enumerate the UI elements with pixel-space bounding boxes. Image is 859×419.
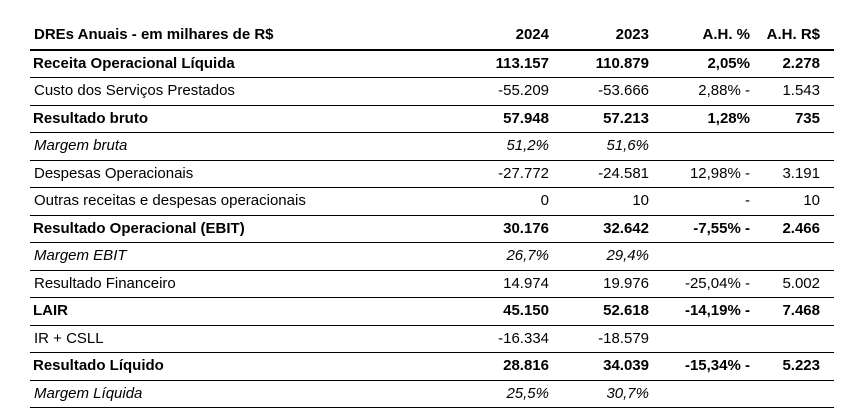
ah-pct-cell[interactable] <box>655 380 762 408</box>
value-2023-cell[interactable]: 29,4% <box>555 242 655 271</box>
row-label-cell[interactable]: Despesas Operacionais <box>30 160 435 188</box>
table-header-row: DREs Anuais - em milhares de R$ 2024 202… <box>30 22 834 51</box>
value-2023-cell[interactable]: 19.976 <box>555 270 655 298</box>
value-2023-cell[interactable]: -53.666 <box>555 77 655 106</box>
value-2023-cell[interactable]: 110.879 <box>555 49 655 78</box>
table-row-resultado-bruto: Resultado bruto 57.948 57.213 1,28% 735 <box>30 105 834 133</box>
ah-rs-cell[interactable]: 10 <box>762 187 834 216</box>
ah-pct-cell[interactable]: -7,55% - <box>655 215 762 243</box>
table-row-resultado-operacional-ebit: Resultado Operacional (EBIT) 30.176 32.6… <box>30 215 834 243</box>
ah-pct-cell[interactable]: 1,28% <box>655 105 762 133</box>
ah-pct-cell[interactable]: -14,19% - <box>655 297 762 326</box>
row-label-cell[interactable]: Margem bruta <box>30 132 435 161</box>
row-label-cell[interactable]: Resultado Financeiro <box>30 270 435 298</box>
row-label-cell[interactable]: Receita Operacional Líquida <box>30 49 435 78</box>
ah-rs-cell[interactable] <box>762 325 834 353</box>
ah-rs-cell[interactable] <box>762 380 834 408</box>
row-label-cell[interactable]: Margem EBIT <box>30 242 435 271</box>
value-2023-cell[interactable]: 10 <box>555 187 655 216</box>
row-label-cell[interactable]: Resultado bruto <box>30 105 435 133</box>
table-row-resultado-liquido: Resultado Líquido 28.816 34.039 -15,34% … <box>30 352 834 381</box>
table-row-receita-operacional-liquida: Receita Operacional Líquida 113.157 110.… <box>30 49 834 78</box>
row-label-cell[interactable]: Margem Líquida <box>30 380 435 408</box>
ah-rs-cell[interactable] <box>762 132 834 161</box>
row-label-cell[interactable]: Resultado Líquido <box>30 352 435 381</box>
table-row-despesas-operacionais: Despesas Operacionais -27.772 -24.581 12… <box>30 160 834 188</box>
ah-pct-cell[interactable]: 12,98% - <box>655 160 762 188</box>
value-2023-cell[interactable]: 57.213 <box>555 105 655 133</box>
table-row-custo-servicos: Custo dos Serviços Prestados -55.209 -53… <box>30 77 834 106</box>
ah-pct-cell[interactable] <box>655 325 762 353</box>
table-row-ir-csll: IR + CSLL -16.334 -18.579 <box>30 325 834 353</box>
ah-pct-cell[interactable]: -15,34% - <box>655 352 762 381</box>
ah-rs-cell[interactable]: 7.468 <box>762 297 834 326</box>
row-label-cell[interactable]: Outras receitas e despesas operacionais <box>30 187 435 216</box>
value-2023-cell[interactable]: 30,7% <box>555 380 655 408</box>
value-2023-cell[interactable]: -18.579 <box>555 325 655 353</box>
dre-table: DREs Anuais - em milhares de R$ 2024 202… <box>30 22 834 408</box>
value-2024-cell[interactable]: 14.974 <box>435 270 555 298</box>
ah-pct-cell[interactable] <box>655 242 762 271</box>
ah-pct-cell[interactable]: -25,04% - <box>655 270 762 298</box>
value-2024-cell[interactable]: 28.816 <box>435 352 555 381</box>
value-2024-cell[interactable]: 30.176 <box>435 215 555 243</box>
value-2024-cell[interactable]: -55.209 <box>435 77 555 106</box>
ah-rs-cell[interactable]: 2.466 <box>762 215 834 243</box>
ah-pct-cell[interactable] <box>655 132 762 161</box>
value-2024-cell[interactable]: 45.150 <box>435 297 555 326</box>
value-2024-cell[interactable]: 26,7% <box>435 242 555 271</box>
table-row-lair: LAIR 45.150 52.618 -14,19% - 7.468 <box>30 297 834 326</box>
ah-rs-cell[interactable]: 5.223 <box>762 352 834 381</box>
ah-pct-cell[interactable]: 2,05% <box>655 49 762 78</box>
table-row-resultado-financeiro: Resultado Financeiro 14.974 19.976 -25,0… <box>30 270 834 298</box>
ah-rs-cell[interactable]: 735 <box>762 105 834 133</box>
ah-rs-cell[interactable]: 2.278 <box>762 49 834 78</box>
ah-rs-cell[interactable] <box>762 242 834 271</box>
row-label-cell[interactable]: IR + CSLL <box>30 325 435 353</box>
value-2024-cell[interactable]: -27.772 <box>435 160 555 188</box>
row-label-cell[interactable]: Custo dos Serviços Prestados <box>30 77 435 106</box>
ah-rs-cell[interactable]: 1.543 <box>762 77 834 106</box>
header-2024-cell[interactable]: 2024 <box>435 22 555 51</box>
value-2023-cell[interactable]: 32.642 <box>555 215 655 243</box>
ah-pct-cell[interactable]: 2,88% - <box>655 77 762 106</box>
value-2024-cell[interactable]: 51,2% <box>435 132 555 161</box>
value-2024-cell[interactable]: -16.334 <box>435 325 555 353</box>
value-2024-cell[interactable]: 57.948 <box>435 105 555 133</box>
table-row-margem-liquida: Margem Líquida 25,5% 30,7% <box>30 380 834 408</box>
ah-rs-cell[interactable]: 3.191 <box>762 160 834 188</box>
value-2023-cell[interactable]: 51,6% <box>555 132 655 161</box>
value-2024-cell[interactable]: 0 <box>435 187 555 216</box>
table-row-margem-ebit: Margem EBIT 26,7% 29,4% <box>30 242 834 271</box>
table-row-outras-receitas-despesas: Outras receitas e despesas operacionais … <box>30 187 834 216</box>
header-ah-rs-cell[interactable]: A.H. R$ <box>762 22 834 51</box>
value-2024-cell[interactable]: 25,5% <box>435 380 555 408</box>
ah-pct-cell[interactable]: - <box>655 187 762 216</box>
value-2024-cell[interactable]: 113.157 <box>435 49 555 78</box>
value-2023-cell[interactable]: 34.039 <box>555 352 655 381</box>
header-2023-cell[interactable]: 2023 <box>555 22 655 51</box>
row-label-cell[interactable]: Resultado Operacional (EBIT) <box>30 215 435 243</box>
value-2023-cell[interactable]: -24.581 <box>555 160 655 188</box>
ah-rs-cell[interactable]: 5.002 <box>762 270 834 298</box>
header-title-cell[interactable]: DREs Anuais - em milhares de R$ <box>30 22 435 51</box>
table-row-margem-bruta: Margem bruta 51,2% 51,6% <box>30 132 834 161</box>
row-label-cell[interactable]: LAIR <box>30 297 435 326</box>
header-ah-pct-cell[interactable]: A.H. % <box>655 22 762 51</box>
value-2023-cell[interactable]: 52.618 <box>555 297 655 326</box>
